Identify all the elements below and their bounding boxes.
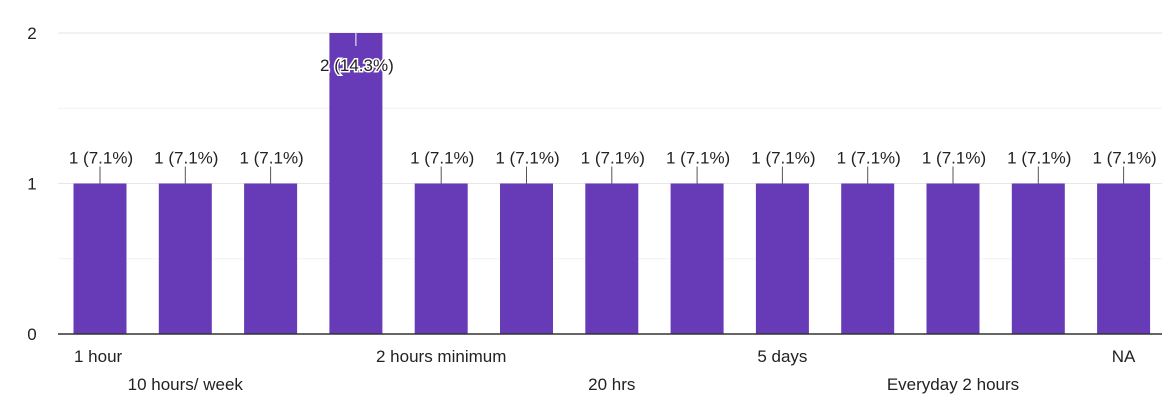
data-label: 1 (7.1%) (239, 149, 303, 168)
y-axis-ticks: 0 1 2 (27, 24, 36, 344)
x-axis-ticks: 1 hour 10 hours/ week 2 hours minimum 20 hr… (74, 347, 1136, 394)
data-label: 1 (7.1%) (581, 149, 645, 168)
bar (244, 183, 298, 334)
data-label: 2 (14.3%) (320, 56, 394, 75)
data-label: 1 (7.1%) (751, 149, 815, 168)
data-label: 1 (7.1%) (1007, 149, 1071, 168)
y-tick-label: 0 (27, 325, 36, 344)
data-label: 1 (7.1%) (1092, 149, 1156, 168)
bar (500, 183, 553, 334)
y-tick-label: 1 (27, 175, 36, 194)
data-label: 1 (7.1%) (69, 149, 133, 168)
bar (73, 183, 127, 334)
bar (670, 183, 724, 334)
x-tick-label: 2 hours minimum (376, 347, 506, 366)
data-label: 1 (7.1%) (922, 149, 986, 168)
data-label: 1 (7.1%) (410, 149, 474, 168)
x-tick-label: NA (1112, 347, 1136, 366)
x-tick-label: 5 days (757, 347, 807, 366)
bars (73, 33, 1151, 334)
data-labels: 1 (7.1%) 1 (7.1%) 1 (7.1%) 2 (14.3%) 1 (7.1%… (69, 33, 1157, 184)
x-tick-label: Everyday 2 hours (887, 375, 1019, 394)
data-label: 1 (7.1%) (666, 149, 730, 168)
bar (926, 183, 980, 334)
bar (414, 183, 468, 334)
x-tick-label: 20 hrs (588, 375, 635, 394)
bar (329, 33, 383, 334)
data-label: 1 (7.1%) (154, 149, 218, 168)
y-tick-label: 2 (27, 24, 36, 43)
bar (1011, 183, 1065, 334)
bar (585, 183, 639, 334)
x-tick-label: 10 hours/ week (128, 375, 244, 394)
bar (755, 183, 809, 334)
x-tick-label: 1 hour (74, 347, 123, 366)
data-label: 1 (7.1%) (837, 149, 901, 168)
bar (158, 183, 212, 334)
bar (841, 183, 895, 334)
data-label: 1 (7.1%) (495, 149, 559, 168)
bar (1097, 183, 1151, 334)
